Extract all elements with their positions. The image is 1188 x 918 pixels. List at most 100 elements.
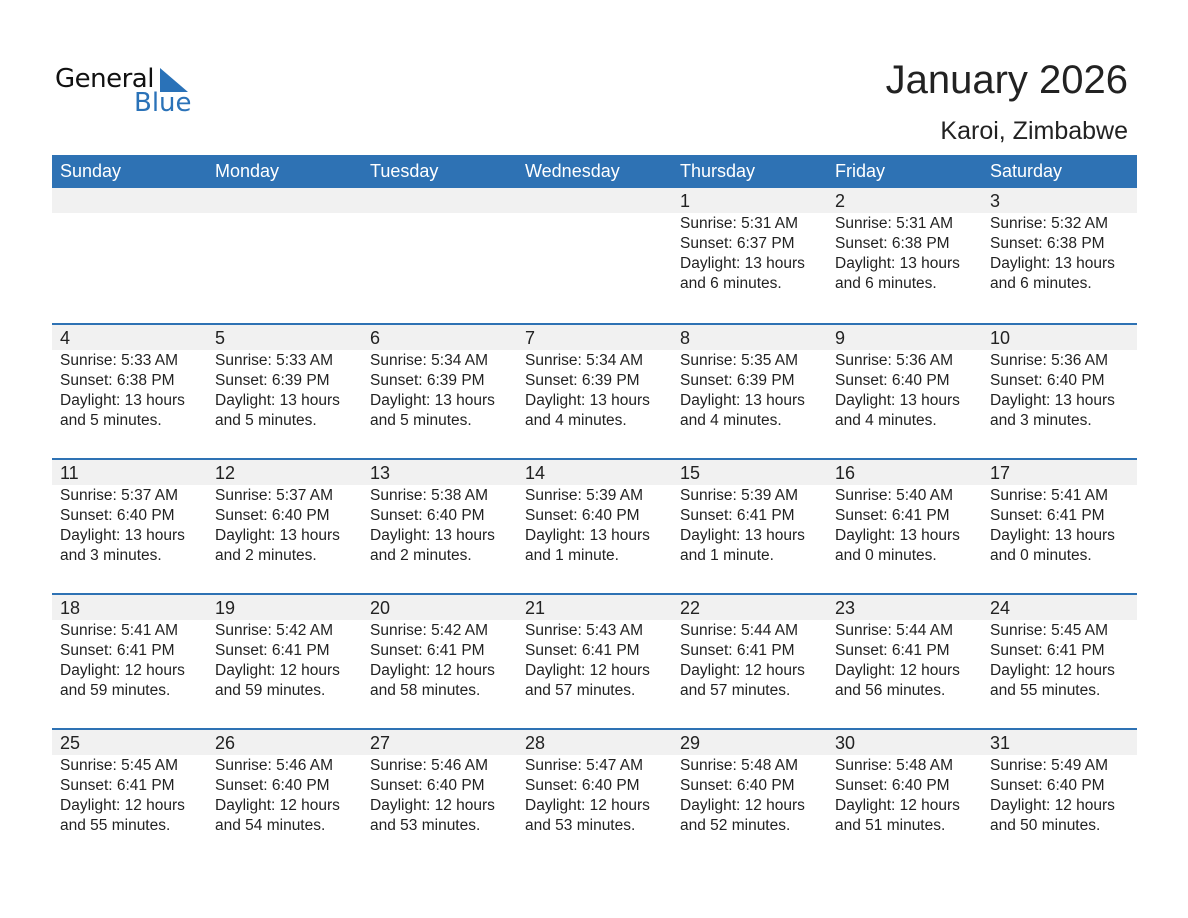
daylight: Daylight: 13 hours	[215, 527, 340, 544]
daylight-minutes: and 5 minutes.	[215, 412, 317, 429]
day-cell: 19 Sunrise: 5:42 AM Sunset: 6:41 PM Dayligh…	[207, 595, 362, 728]
daylight-minutes: and 56 minutes.	[835, 682, 946, 699]
sunrise: Sunrise: 5:41 AM	[60, 622, 179, 639]
daylight: Daylight: 13 hours	[835, 255, 960, 272]
day-cell: 23 Sunrise: 5:44 AM Sunset: 6:41 PM Dayligh…	[827, 595, 982, 728]
sunset: Sunset: 6:40 PM	[370, 507, 485, 524]
sunrise: Sunrise: 5:31 AM	[680, 215, 799, 232]
day-number: 27	[370, 733, 391, 753]
daylight: Daylight: 13 hours	[525, 392, 650, 409]
calendar: Sunday Monday Tuesday Wednesday Thursday Frid…	[52, 155, 1137, 863]
day-number: 23	[835, 598, 856, 618]
day-number: 17	[990, 463, 1011, 483]
sunset: Sunset: 6:40 PM	[370, 777, 485, 794]
daylight: Daylight: 12 hours	[835, 662, 960, 679]
day-number: 14	[525, 463, 546, 483]
sunrise: Sunrise: 5:34 AM	[370, 352, 489, 369]
page-title: January 2026	[885, 58, 1128, 102]
day-number: 11	[60, 463, 79, 483]
sunset: Sunset: 6:39 PM	[370, 372, 485, 389]
daylight-minutes: and 53 minutes.	[525, 817, 636, 834]
sunrise: Sunrise: 5:33 AM	[215, 352, 334, 369]
sunset: Sunset: 6:41 PM	[60, 642, 175, 659]
daylight: Daylight: 12 hours	[60, 662, 185, 679]
sunrise: Sunrise: 5:41 AM	[990, 487, 1109, 504]
daylight-minutes: and 55 minutes.	[990, 682, 1101, 699]
day-number: 24	[990, 598, 1011, 618]
sunset: Sunset: 6:39 PM	[680, 372, 795, 389]
day-cell: 21 Sunrise: 5:43 AM Sunset: 6:41 PM Dayligh…	[517, 595, 672, 728]
daylight: Daylight: 13 hours	[680, 255, 805, 272]
day-cell: 12 Sunrise: 5:37 AM Sunset: 6:40 PM Dayligh…	[207, 460, 362, 593]
day-cell: 15 Sunrise: 5:39 AM Sunset: 6:41 PM Dayligh…	[672, 460, 827, 593]
daylight-minutes: and 5 minutes.	[60, 412, 162, 429]
sunrise: Sunrise: 5:42 AM	[215, 622, 334, 639]
daylight-minutes: and 6 minutes.	[680, 275, 782, 292]
daylight-minutes: and 55 minutes.	[60, 817, 171, 834]
daylight: Daylight: 13 hours	[525, 527, 650, 544]
daylight: Daylight: 12 hours	[60, 797, 185, 814]
empty-cell	[207, 188, 362, 323]
day-number: 21	[525, 598, 546, 618]
sunrise: Sunrise: 5:36 AM	[990, 352, 1109, 369]
sunset: Sunset: 6:40 PM	[525, 507, 640, 524]
day-cell: 22 Sunrise: 5:44 AM Sunset: 6:41 PM Dayligh…	[672, 595, 827, 728]
sunrise: Sunrise: 5:44 AM	[680, 622, 799, 639]
daylight-minutes: and 6 minutes.	[835, 275, 937, 292]
daylight-minutes: and 1 minute.	[680, 547, 774, 564]
daylight: Daylight: 12 hours	[525, 662, 650, 679]
daylight-minutes: and 52 minutes.	[680, 817, 791, 834]
day-number: 15	[680, 463, 701, 483]
daylight: Daylight: 12 hours	[680, 797, 805, 814]
weekday-wednesday: Wednesday	[525, 161, 620, 181]
day-cell: 9 Sunrise: 5:36 AM Sunset: 6:40 PM Daylight…	[827, 325, 982, 458]
daylight-minutes: and 58 minutes.	[370, 682, 481, 699]
week-row: 11 Sunrise: 5:37 AM Sunset: 6:40 PM Dayligh…	[52, 458, 1137, 593]
daylight: Daylight: 13 hours	[990, 527, 1115, 544]
sunrise: Sunrise: 5:39 AM	[525, 487, 644, 504]
sunset: Sunset: 6:40 PM	[215, 777, 330, 794]
daylight-minutes: and 2 minutes.	[370, 547, 472, 564]
sunset: Sunset: 6:40 PM	[680, 777, 795, 794]
daylight: Daylight: 12 hours	[680, 662, 805, 679]
sunrise: Sunrise: 5:48 AM	[835, 757, 954, 774]
daylight: Daylight: 12 hours	[370, 797, 495, 814]
daylight-minutes: and 6 minutes.	[990, 275, 1092, 292]
daylight-minutes: and 57 minutes.	[525, 682, 636, 699]
day-number: 2	[835, 191, 846, 211]
day-cell: 10 Sunrise: 5:36 AM Sunset: 6:40 PM Dayligh…	[982, 325, 1137, 458]
weekday-thursday: Thursday	[680, 161, 756, 181]
empty-cell	[52, 188, 207, 323]
sunset: Sunset: 6:41 PM	[680, 507, 795, 524]
sunset: Sunset: 6:41 PM	[990, 507, 1105, 524]
day-number: 31	[990, 733, 1011, 753]
day-cell: 26 Sunrise: 5:46 AM Sunset: 6:40 PM Dayligh…	[207, 730, 362, 863]
sunset: Sunset: 6:38 PM	[60, 372, 175, 389]
sunrise: Sunrise: 5:35 AM	[680, 352, 799, 369]
daylight-minutes: and 57 minutes.	[680, 682, 791, 699]
day-number: 29	[680, 733, 701, 753]
day-cell: 11 Sunrise: 5:37 AM Sunset: 6:40 PM Dayligh…	[52, 460, 207, 593]
weekday-friday: Friday	[835, 161, 886, 181]
week-row: 1 Sunrise: 5:31 AM Sunset: 6:37 PM Daylight…	[52, 188, 1137, 323]
week-row: 18 Sunrise: 5:41 AM Sunset: 6:41 PM Dayligh…	[52, 593, 1137, 728]
daylight: Daylight: 12 hours	[525, 797, 650, 814]
daylight: Daylight: 12 hours	[215, 662, 340, 679]
sunrise: Sunrise: 5:37 AM	[60, 487, 179, 504]
sunrise: Sunrise: 5:45 AM	[990, 622, 1109, 639]
daylight: Daylight: 13 hours	[990, 392, 1115, 409]
day-number: 10	[990, 328, 1011, 348]
daylight-minutes: and 3 minutes.	[990, 412, 1092, 429]
daylight: Daylight: 13 hours	[990, 255, 1115, 272]
daylight: Daylight: 12 hours	[990, 662, 1115, 679]
sunrise: Sunrise: 5:31 AM	[835, 215, 954, 232]
daylight: Daylight: 12 hours	[990, 797, 1115, 814]
daylight-minutes: and 4 minutes.	[525, 412, 627, 429]
daylight-minutes: and 2 minutes.	[215, 547, 317, 564]
daylight: Daylight: 13 hours	[60, 527, 185, 544]
sunrise: Sunrise: 5:32 AM	[990, 215, 1109, 232]
day-number: 3	[990, 191, 1001, 211]
sunrise: Sunrise: 5:42 AM	[370, 622, 489, 639]
day-number: 30	[835, 733, 856, 753]
sunrise: Sunrise: 5:34 AM	[525, 352, 644, 369]
